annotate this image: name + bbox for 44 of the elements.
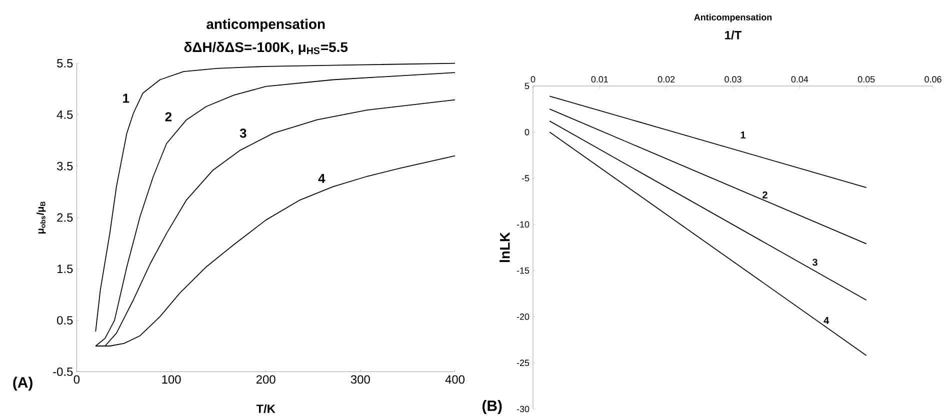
chart-title: anticompensation (206, 18, 325, 32)
y-tick-label: 4.5 (56, 110, 73, 119)
y-tick-label: -20 (516, 314, 530, 320)
chart-subtitle: δΔH/δΔS=-100K, μ$_{HS}$=5.5 (184, 42, 348, 55)
x-tick-label: 0.05 (858, 76, 875, 82)
y-tick-label: 5.5 (57, 59, 73, 68)
x-axis-title: T/K (256, 404, 276, 414)
y-tick-label: -10 (516, 221, 530, 228)
annotation: 4 (824, 316, 830, 324)
x-tick-label: 0 (530, 76, 536, 82)
y-tick-label: 2.5 (57, 213, 73, 222)
x-tick-label: 0.06 (924, 76, 942, 82)
annotation: 4 (318, 174, 326, 183)
annotation: 1 (123, 94, 130, 103)
y-axis-title: μ$_{obs}$/μ$_{B}$ (36, 202, 46, 234)
y-tick-label: -5 (522, 175, 530, 182)
x-tick-label: 400 (445, 375, 465, 384)
x-tick-label: 0.03 (724, 76, 742, 82)
y-tick-label: 3.5 (57, 162, 73, 170)
y-tick-label: -15 (516, 267, 530, 274)
annotation: 2 (762, 191, 768, 198)
chart-title: Anticompensation (694, 14, 772, 22)
y-tick-label: -30 (516, 406, 530, 412)
annotation: 3 (240, 128, 246, 138)
y-axis-title: lnLK (500, 232, 510, 262)
x-tick-label: 0.04 (791, 76, 808, 82)
x-tick-label: 0 (74, 375, 80, 384)
x-tick-label: 300 (350, 375, 370, 384)
x-tick-label: 100 (162, 375, 181, 384)
x-tick-label: 0.01 (591, 76, 608, 82)
y-tick-label: -25 (516, 360, 530, 366)
annotation: 2 (165, 112, 172, 122)
y-tick-label: 0.5 (57, 316, 73, 325)
x-tick-label: 0.02 (658, 76, 675, 82)
y-tick-label: 5 (524, 82, 530, 90)
x-axis-title: 1/T (725, 30, 742, 40)
y-tick-label: 0 (524, 128, 530, 136)
y-tick-label: -0.5 (53, 367, 73, 376)
annotation: 1 (740, 131, 746, 138)
annotation: 3 (812, 258, 818, 266)
x-tick-label: 200 (256, 375, 276, 384)
y-tick-label: 1.5 (57, 264, 73, 274)
text: (B) (482, 400, 502, 414)
text: (A) (13, 376, 32, 391)
